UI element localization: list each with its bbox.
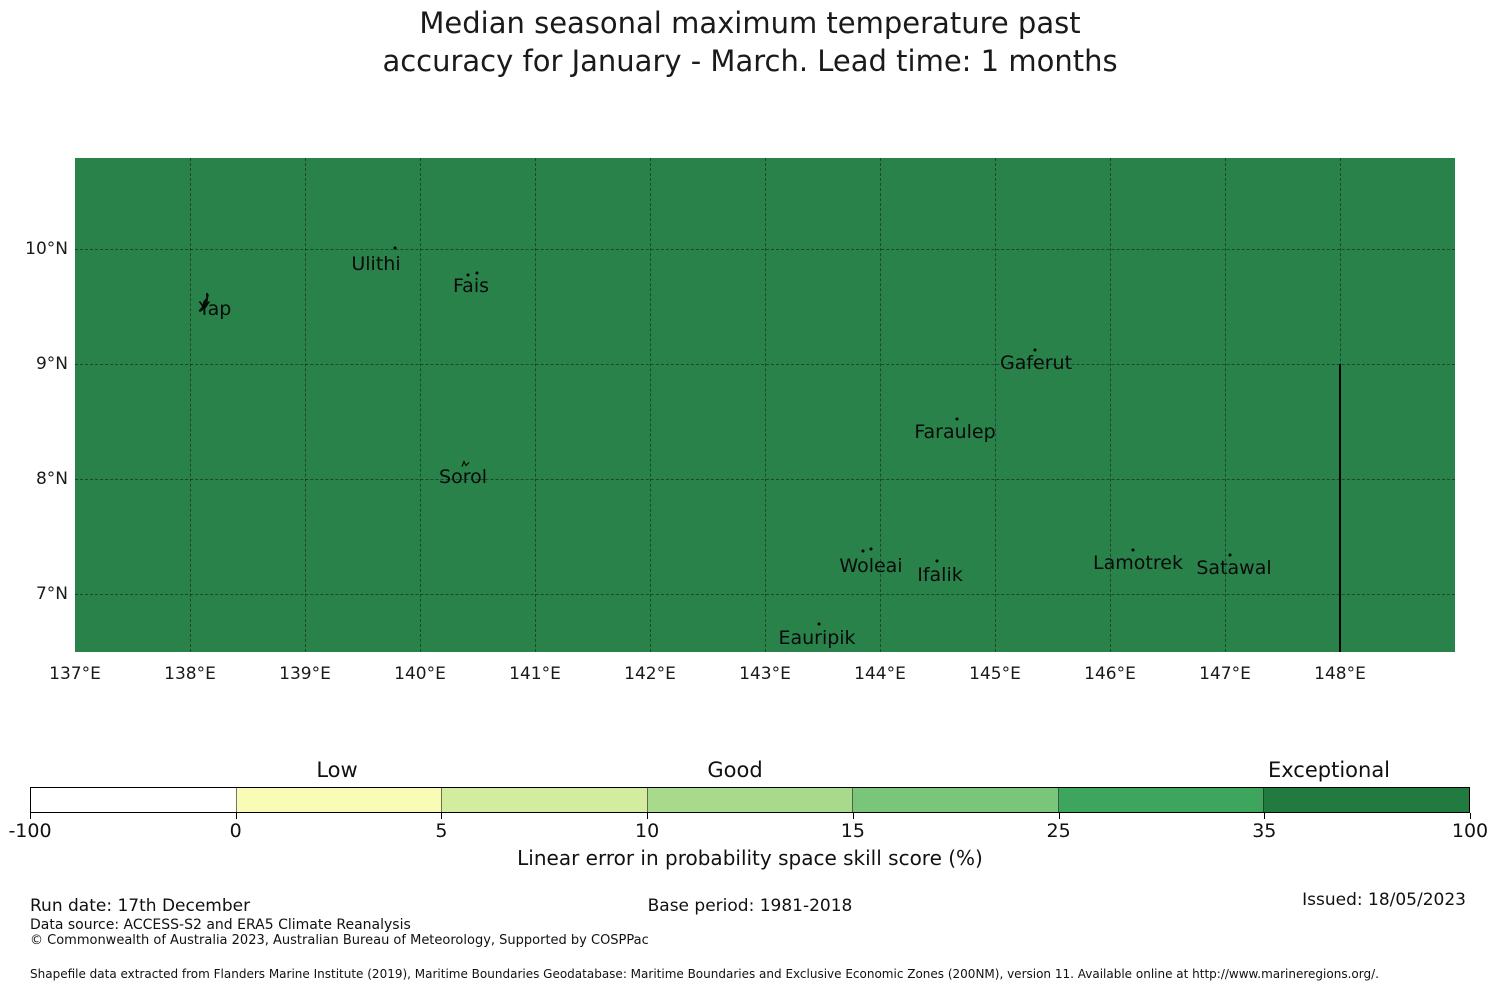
colorbar-tickmark [1058, 813, 1060, 819]
colorbar-tickmark [1470, 813, 1471, 819]
lon-tick-label: 144°E [854, 664, 906, 684]
lon-tick-label: 148°E [1314, 664, 1366, 684]
colorbar-tickmark [235, 813, 237, 819]
island-marker-faraulep [955, 417, 959, 421]
eez-boundary-line [1339, 364, 1341, 652]
lon-tick-label: 147°E [1199, 664, 1251, 684]
sorol-island-outline-icon [461, 460, 471, 468]
lon-gridline [880, 158, 881, 652]
island-label-eauripik: Eauripik [778, 627, 856, 649]
colorbar-segment-3 [647, 788, 854, 812]
lon-tick-label: 140°E [394, 664, 446, 684]
lon-gridline [190, 158, 191, 652]
colorbar [30, 787, 1470, 813]
island-marker-fais [466, 273, 470, 277]
lon-tick-label: 142°E [624, 664, 676, 684]
colorbar-segment-1 [236, 788, 443, 812]
island-marker-woleai [861, 549, 865, 553]
data-source-text: Data source: ACCESS-S2 and ERA5 Climate … [30, 917, 411, 933]
lon-tick-label: 137°E [49, 664, 101, 684]
lat-gridline [75, 594, 1455, 595]
island-label-gaferut: Gaferut [999, 352, 1073, 374]
island-label-satawal: Satawal [1196, 557, 1272, 579]
colorbar-category-good: Good [707, 758, 763, 782]
colorbar-category-low: Low [316, 758, 358, 782]
lat-tick-label: 10°N [25, 239, 68, 259]
colorbar-tick-label: 15 [840, 820, 865, 842]
colorbar-segment-2 [442, 788, 648, 812]
colorbar-tickmark [647, 813, 649, 819]
lon-gridline [535, 158, 536, 652]
island-marker-ulithi [393, 246, 397, 250]
lon-gridline [305, 158, 306, 652]
island-marker-ifalik [935, 559, 939, 563]
colorbar-segment-4 [853, 788, 1059, 812]
lon-tick-label: 139°E [279, 664, 331, 684]
colorbar-tick-label: -100 [8, 820, 52, 842]
island-label-woleai: Woleai [839, 555, 903, 577]
colorbar-segment-0 [31, 788, 237, 812]
colorbar-tick-label: 5 [435, 820, 448, 842]
yap-island-outline-icon [197, 292, 213, 314]
lat-tick-label: 9°N [35, 354, 68, 374]
island-label-ulithi: Ulithi [351, 253, 401, 275]
lat-gridline [75, 479, 1455, 480]
island-marker-satawal [1228, 553, 1232, 557]
colorbar-segment-5 [1058, 788, 1265, 812]
map-canvas: Yap Ulithi Fais Sorol Gaferut Faraulep Woleai I… [75, 158, 1455, 652]
colorbar-tick-label: 100 [1451, 820, 1489, 842]
colorbar-tick-label: 10 [635, 820, 660, 842]
lon-tick-label: 146°E [1084, 664, 1136, 684]
base-period-text: Base period: 1981-2018 [647, 896, 853, 916]
lon-gridline [995, 158, 996, 652]
chart-title-line1: Median seasonal maximum temperature past [419, 6, 1081, 40]
colorbar-tick-label: 0 [229, 820, 242, 842]
colorbar-tickmark [441, 813, 443, 819]
colorbar-tick-label: 25 [1046, 820, 1071, 842]
colorbar-tickmark [852, 813, 854, 819]
lat-gridline [75, 249, 1455, 250]
island-marker-eauripik [817, 622, 821, 626]
chart-title-line2: accuracy for January - March. Lead time:… [382, 44, 1118, 78]
run-date-text: Run date: 17th December [30, 896, 251, 916]
lat-gridline [75, 364, 1455, 365]
island-label-lamotrek: Lamotrek [1093, 552, 1183, 574]
colorbar-tickmark [30, 813, 31, 819]
lon-gridline [420, 158, 421, 652]
lon-tick-label: 138°E [164, 664, 216, 684]
island-marker-lamotrek [1131, 548, 1135, 552]
lon-tick-label: 141°E [509, 664, 561, 684]
island-marker-gaferut [1033, 348, 1037, 352]
island-label-fais: Fais [452, 275, 490, 297]
shapefile-credit-text: Shapefile data extracted from Flanders M… [30, 967, 1379, 981]
lat-tick-label: 8°N [35, 469, 68, 489]
lon-tick-label: 145°E [969, 664, 1021, 684]
lon-tick-label: 143°E [739, 664, 791, 684]
island-marker-fais [475, 271, 479, 275]
island-label-faraulep: Faraulep [914, 421, 996, 443]
colorbar-tick-label: 35 [1252, 820, 1277, 842]
colorbar-segment-6 [1264, 788, 1470, 812]
lat-tick-label: 7°N [35, 584, 68, 604]
colorbar-axis-label: Linear error in probability space skill … [517, 846, 983, 870]
colorbar-category-exceptional: Exceptional [1267, 758, 1391, 782]
island-label-sorol: Sorol [439, 466, 487, 488]
colorbar-tickmark [1264, 813, 1266, 819]
lon-gridline [1225, 158, 1226, 652]
copyright-text: © Commonwealth of Australia 2023, Austra… [30, 933, 649, 948]
island-marker-woleai [869, 547, 873, 551]
lon-gridline [765, 158, 766, 652]
island-label-ifalik: Ifalik [917, 564, 963, 586]
chart-title: Median seasonal maximum temperature past… [0, 4, 1500, 80]
lon-gridline [650, 158, 651, 652]
issued-date-text: Issued: 18/05/2023 [1302, 890, 1466, 910]
lon-gridline [1110, 158, 1111, 652]
